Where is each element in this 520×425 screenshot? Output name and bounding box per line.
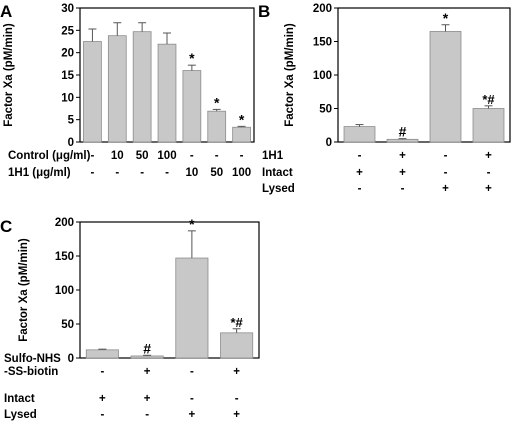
bar (429, 31, 462, 143)
bar (107, 35, 127, 143)
condition-value: - (215, 150, 219, 162)
condition-value: + (399, 150, 406, 162)
condition-value: 50 (210, 167, 223, 179)
bar (232, 126, 251, 143)
y-axis-label: Factor Xa (pM/min) (18, 238, 30, 342)
condition-value: - (165, 167, 169, 179)
y-tick-label: 0 (68, 137, 74, 149)
condition-value: + (99, 393, 106, 405)
condition-label: Lysed (4, 409, 37, 421)
y-tick-label: 5 (68, 115, 75, 127)
panel-label-b: B (258, 2, 270, 21)
condition-value: - (145, 409, 149, 421)
y-tick-label: 10 (61, 92, 74, 104)
y-tick-label: 50 (61, 319, 74, 331)
condition-value: + (189, 409, 196, 421)
panel-c-chart: 0 50 100 150 200 Factor Xa (pM/min) # * *# Sulfo-… (4, 216, 260, 421)
y-axis-label: Factor Xa (pM/min) (284, 23, 296, 127)
significance-mark: * (189, 50, 195, 66)
condition-value: - (235, 393, 239, 405)
y-tick-label: 0 (68, 353, 74, 365)
condition-value: - (190, 150, 194, 162)
bar (220, 332, 254, 359)
y-tick-label: 100 (313, 70, 332, 82)
condition-label: -SS-biotin (4, 366, 58, 378)
condition-value: - (190, 393, 194, 405)
condition-value: + (144, 366, 151, 378)
significance-mark: * (189, 216, 195, 232)
condition-value: - (358, 150, 362, 162)
y-tick-label: 20 (61, 48, 74, 60)
condition-value: + (233, 409, 240, 421)
condition-value: + (485, 183, 492, 195)
condition-value: - (91, 167, 95, 179)
condition-value: 10 (111, 150, 124, 162)
condition-value: 50 (136, 150, 149, 162)
condition-value: - (401, 183, 405, 195)
condition-value: - (487, 167, 491, 179)
condition-value: 10 (185, 167, 198, 179)
condition-value: - (115, 167, 119, 179)
panel-a-chart: 0 5 10 15 20 25 30 Factor Xa (pM/min) * * * Control… (3, 3, 255, 179)
y-tick-label: 50 (319, 104, 332, 116)
significance-mark: *# (230, 315, 243, 330)
condition-label: 1H1 (262, 150, 284, 162)
bar (472, 108, 505, 143)
bar (85, 349, 119, 359)
y-tick-label: 25 (61, 25, 74, 37)
condition-label: Control (μg/ml) (8, 150, 91, 162)
bar (182, 70, 202, 143)
condition-value: 100 (232, 167, 251, 179)
significance-mark: * (443, 10, 449, 26)
condition-value: - (190, 366, 194, 378)
condition-value: + (399, 167, 406, 179)
y-tick-label: 200 (313, 3, 332, 15)
significance-mark: * (239, 111, 245, 127)
y-tick-label: 100 (55, 285, 74, 297)
condition-value: + (356, 167, 363, 179)
y-tick-label: 150 (55, 251, 74, 263)
condition-value: + (144, 393, 151, 405)
condition-value: - (91, 150, 95, 162)
condition-value: + (442, 183, 449, 195)
condition-value: - (240, 150, 244, 162)
y-tick-label: 15 (61, 70, 74, 82)
condition-label: Sulfo-NHS (4, 353, 61, 365)
condition-label: Intact (4, 393, 35, 405)
condition-value: - (358, 183, 362, 195)
condition-label: 1H1 (μg/ml) (8, 167, 71, 179)
bar (157, 43, 177, 143)
y-tick-label: 30 (61, 3, 74, 15)
condition-value: - (444, 150, 448, 162)
y-axis-label: Factor Xa (pM/min) (3, 23, 15, 127)
condition-value: - (444, 167, 448, 179)
panel-b-chart: 0 50 100 150 200 Factor Xa (pM/min) # * *# 1H1 - + -… (262, 3, 511, 195)
panel-label-a: A (0, 2, 12, 21)
significance-mark: * (214, 94, 220, 110)
condition-value: + (233, 366, 240, 378)
bar (83, 41, 102, 143)
bar (207, 110, 227, 143)
condition-value: 100 (157, 150, 176, 162)
condition-value: - (100, 366, 104, 378)
y-tick-label: 0 (326, 137, 332, 149)
significance-mark: # (143, 340, 151, 356)
bar (343, 126, 376, 143)
significance-mark: *# (482, 92, 495, 107)
condition-label: Intact (262, 167, 293, 179)
y-tick-label: 200 (55, 217, 74, 229)
condition-value: - (100, 409, 104, 421)
bar (386, 138, 419, 143)
bar (132, 31, 152, 143)
y-tick-label: 150 (313, 37, 332, 49)
bar (175, 257, 209, 359)
significance-mark: # (399, 124, 407, 140)
condition-value: - (140, 167, 144, 179)
panel-label-c: C (0, 217, 12, 236)
condition-label: Lysed (262, 183, 295, 195)
condition-value: + (485, 150, 492, 162)
